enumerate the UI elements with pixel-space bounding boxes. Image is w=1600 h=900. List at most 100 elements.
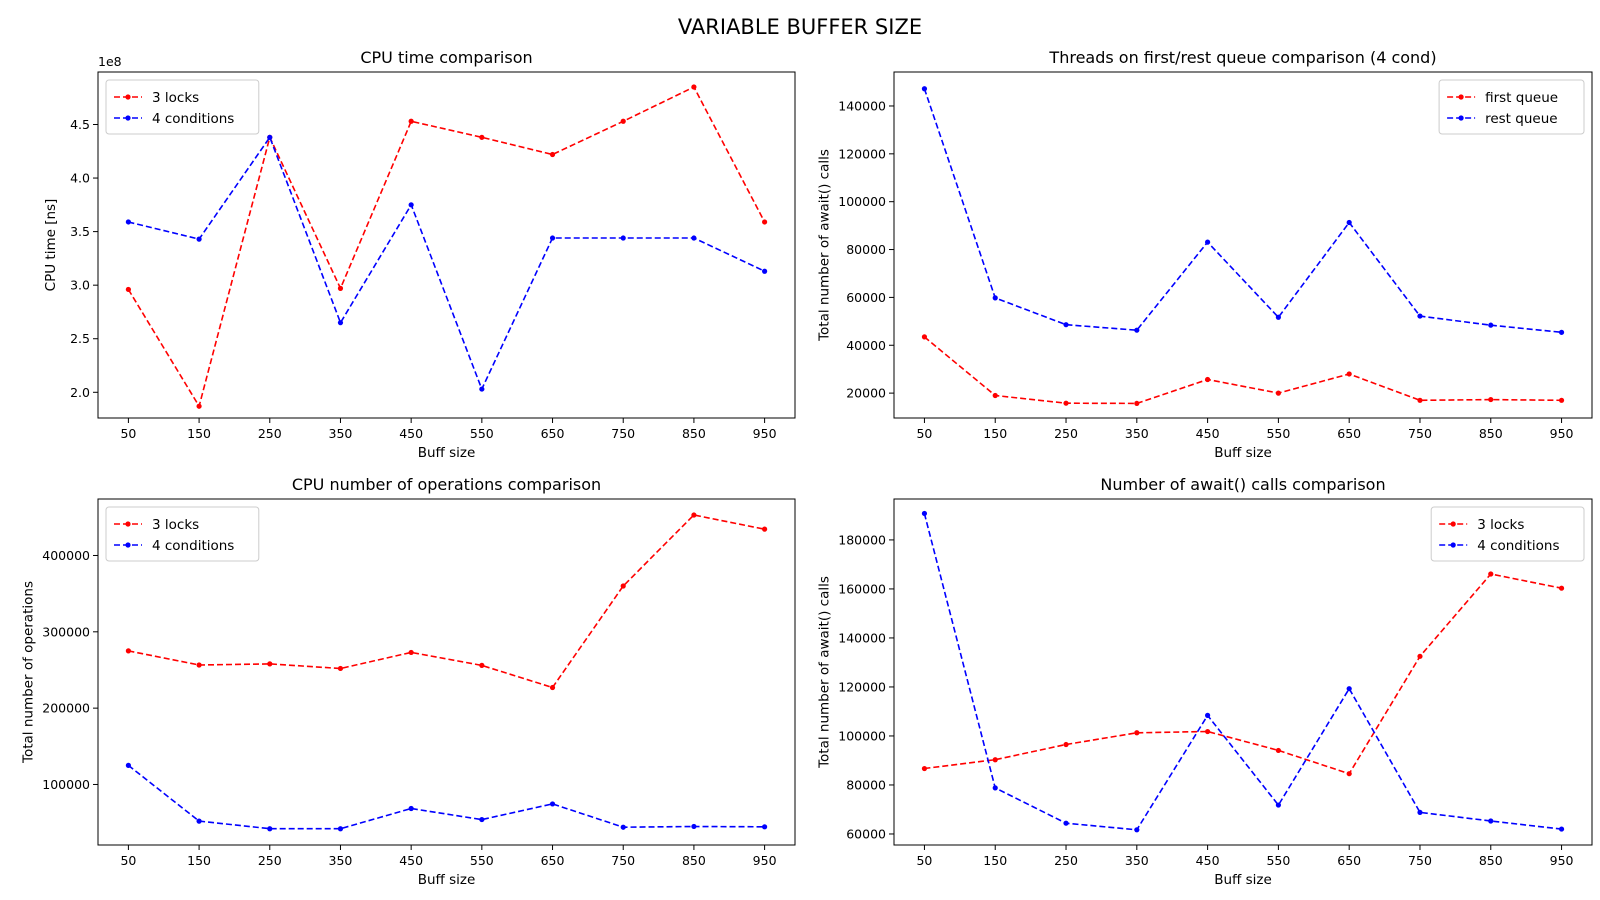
x-tick-label: 850 — [1479, 853, 1503, 868]
y-tick-label: 180000 — [838, 532, 886, 547]
x-tick-label: 850 — [682, 426, 706, 441]
x-tick-label: 650 — [1337, 426, 1361, 441]
legend-box — [105, 506, 260, 562]
data-point — [921, 765, 928, 772]
x-tick-label: 950 — [753, 853, 777, 868]
data-point — [921, 334, 928, 340]
y-axis-label: Total number of await() calls — [816, 576, 832, 769]
data-point — [408, 805, 414, 812]
data-point — [691, 84, 697, 90]
x-tick-label: 450 — [1196, 426, 1220, 441]
y-offset-text: 1e8 — [98, 54, 122, 69]
data-point — [1346, 219, 1352, 226]
data-point — [1275, 314, 1281, 320]
y-tick-label: 140000 — [838, 630, 886, 645]
y-tick-label: 40000 — [846, 338, 886, 353]
series-line — [127, 85, 766, 409]
x-tick-label: 550 — [470, 853, 494, 868]
data-point — [921, 510, 928, 517]
subplot-2: Threads on first/rest queue comparison (… — [816, 48, 1593, 461]
data-point — [549, 684, 556, 691]
y-tick-label: 140000 — [838, 98, 886, 113]
data-point — [620, 583, 626, 589]
y-tick-label: 80000 — [846, 242, 886, 257]
x-tick-label: 50 — [916, 426, 932, 441]
chart-title: Number of await() calls comparison — [1100, 475, 1385, 494]
chart-title: Threads on first/rest queue comparison (… — [1048, 48, 1436, 67]
legend-label: 4 conditions — [1477, 538, 1559, 554]
legend-marker — [125, 94, 131, 100]
x-tick-label: 650 — [541, 426, 565, 441]
y-tick-label: 3.0 — [70, 278, 90, 293]
x-tick-label: 150 — [983, 853, 1007, 868]
data-point — [620, 118, 626, 124]
data-point — [479, 134, 485, 140]
data-point — [267, 134, 273, 140]
x-tick-label: 950 — [753, 426, 777, 441]
x-tick-label: 550 — [1266, 426, 1290, 441]
data-point — [1205, 239, 1211, 245]
data-point — [992, 295, 998, 301]
series-line — [923, 513, 1562, 831]
legend-label: 3 locks — [152, 90, 199, 106]
series-2 — [125, 134, 768, 392]
data-point — [267, 661, 273, 667]
data-point — [1275, 390, 1281, 396]
x-tick-label: 550 — [1266, 853, 1290, 868]
data-point — [762, 824, 768, 830]
x-tick-label: 250 — [1054, 426, 1078, 441]
series-line — [924, 573, 1562, 775]
legend-marker — [125, 521, 131, 527]
data-point — [1488, 571, 1494, 577]
x-axis-label: Buff size — [418, 445, 476, 461]
series-line — [128, 514, 765, 689]
subplot-1: CPU time comparison 50 150 250 350 450 550 650 7… — [43, 48, 796, 461]
y-tick-label: 4.0 — [70, 171, 90, 186]
subplot-4: Number of await() calls comparison 50 150 2… — [816, 475, 1593, 888]
data-point — [1417, 397, 1423, 403]
y-tick-label: 2.0 — [70, 385, 90, 400]
legend-marker — [1458, 115, 1464, 121]
series-2 — [921, 86, 1565, 335]
series-line — [923, 88, 1562, 334]
x-tick-label: 50 — [916, 853, 932, 868]
data-point — [125, 286, 131, 293]
data-point — [1488, 322, 1494, 328]
legend-label: 3 locks — [1477, 517, 1524, 533]
legend-box — [105, 79, 260, 135]
y-tick-label: 80000 — [846, 777, 886, 792]
y-axis-label: CPU time [ns] — [43, 199, 59, 292]
x-tick-label: 750 — [611, 426, 635, 441]
x-tick-label: 550 — [470, 426, 494, 441]
x-tick-label: 250 — [1054, 853, 1078, 868]
legend-marker — [1450, 542, 1456, 548]
data-point — [1134, 327, 1140, 333]
x-tick-label: 450 — [399, 426, 423, 441]
data-point — [1558, 397, 1565, 403]
data-point — [921, 86, 928, 92]
x-tick-label: 850 — [682, 853, 706, 868]
x-tick-label: 350 — [1125, 426, 1149, 441]
data-point — [337, 665, 344, 672]
x-axis-label: Buff size — [418, 872, 476, 888]
x-tick-label: 150 — [187, 853, 211, 868]
data-point — [1275, 802, 1281, 808]
data-point — [337, 826, 344, 832]
data-point — [992, 757, 998, 763]
series-1 — [921, 334, 1565, 407]
data-point — [1346, 686, 1352, 692]
x-tick-label: 50 — [120, 853, 136, 868]
y-tick-label: 100000 — [42, 777, 90, 792]
data-point — [337, 320, 344, 326]
data-point — [620, 235, 626, 241]
x-tick-label: 150 — [187, 426, 211, 441]
y-tick-label: 120000 — [838, 146, 886, 161]
data-point — [125, 219, 131, 225]
plot-area — [97, 71, 796, 419]
data-point — [1134, 400, 1140, 407]
data-point — [549, 235, 556, 241]
data-point — [1063, 400, 1069, 406]
data-point — [549, 801, 556, 807]
x-tick-label: 750 — [1408, 426, 1432, 441]
